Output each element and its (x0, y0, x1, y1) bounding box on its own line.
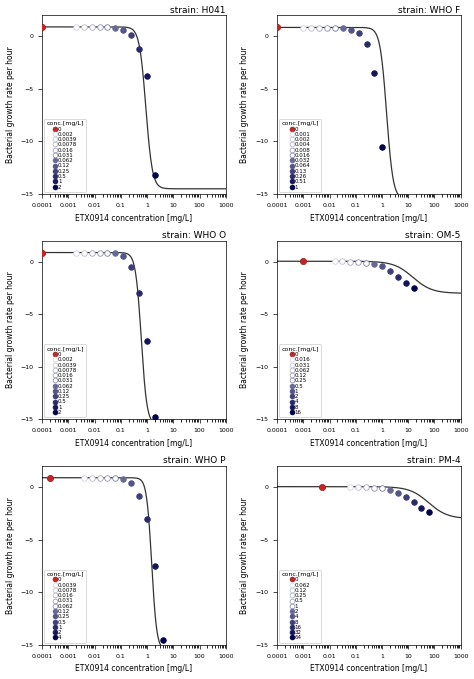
X-axis label: ETX0914 concentration [mg/L]: ETX0914 concentration [mg/L] (75, 439, 192, 448)
Legend: 0, 0.0039, 0.0078, 0.016, 0.031, 0.062, 0.12, 0.25, 0.5, 1, 2, 4: 0, 0.0039, 0.0078, 0.016, 0.031, 0.062, … (45, 570, 86, 642)
X-axis label: ETX0914 concentration [mg/L]: ETX0914 concentration [mg/L] (310, 214, 428, 223)
Y-axis label: Bacterial growth rate per hour: Bacterial growth rate per hour (6, 272, 15, 388)
Y-axis label: Bacterial growth rate per hour: Bacterial growth rate per hour (240, 272, 249, 388)
Legend: 0, 0.002, 0.0039, 0.0078, 0.016, 0.031, 0.062, 0.12, 0.25, 0.5, 1, 2: 0, 0.002, 0.0039, 0.0078, 0.016, 0.031, … (45, 119, 86, 192)
Legend: 0, 0.062, 0.12, 0.25, 0.5, 1, 2, 4, 8, 16, 32, 64: 0, 0.062, 0.12, 0.25, 0.5, 1, 2, 4, 8, 1… (279, 570, 321, 642)
Legend: 0, 0.016, 0.031, 0.062, 0.12, 0.25, 0.5, 1, 2, 4, 8, 16: 0, 0.016, 0.031, 0.062, 0.12, 0.25, 0.5,… (279, 344, 321, 417)
X-axis label: ETX0914 concentration [mg/L]: ETX0914 concentration [mg/L] (310, 439, 428, 448)
X-axis label: ETX0914 concentration [mg/L]: ETX0914 concentration [mg/L] (310, 665, 428, 674)
Text: strain: WHO F: strain: WHO F (399, 5, 461, 14)
Legend: 0, 0.002, 0.0039, 0.0078, 0.016, 0.031, 0.062, 0.12, 0.25, 0.5, 1, 2: 0, 0.002, 0.0039, 0.0078, 0.016, 0.031, … (45, 344, 86, 417)
Y-axis label: Bacterial growth rate per hour: Bacterial growth rate per hour (240, 497, 249, 614)
Text: strain: OM-5: strain: OM-5 (405, 231, 461, 240)
Text: strain: WHO O: strain: WHO O (162, 231, 226, 240)
Legend: 0, 0.001, 0.002, 0.004, 0.008, 0.016, 0.032, 0.064, 0.13, 0.26, 0.51, 1: 0, 0.001, 0.002, 0.004, 0.008, 0.016, 0.… (279, 119, 321, 192)
Text: strain: PM-4: strain: PM-4 (407, 456, 461, 465)
Y-axis label: Bacterial growth rate per hour: Bacterial growth rate per hour (6, 46, 15, 163)
X-axis label: ETX0914 concentration [mg/L]: ETX0914 concentration [mg/L] (75, 214, 192, 223)
Text: strain: WHO P: strain: WHO P (163, 456, 226, 465)
Y-axis label: Bacterial growth rate per hour: Bacterial growth rate per hour (240, 46, 249, 163)
Text: strain: H041: strain: H041 (170, 5, 226, 14)
Y-axis label: Bacterial growth rate per hour: Bacterial growth rate per hour (6, 497, 15, 614)
X-axis label: ETX0914 concentration [mg/L]: ETX0914 concentration [mg/L] (75, 665, 192, 674)
